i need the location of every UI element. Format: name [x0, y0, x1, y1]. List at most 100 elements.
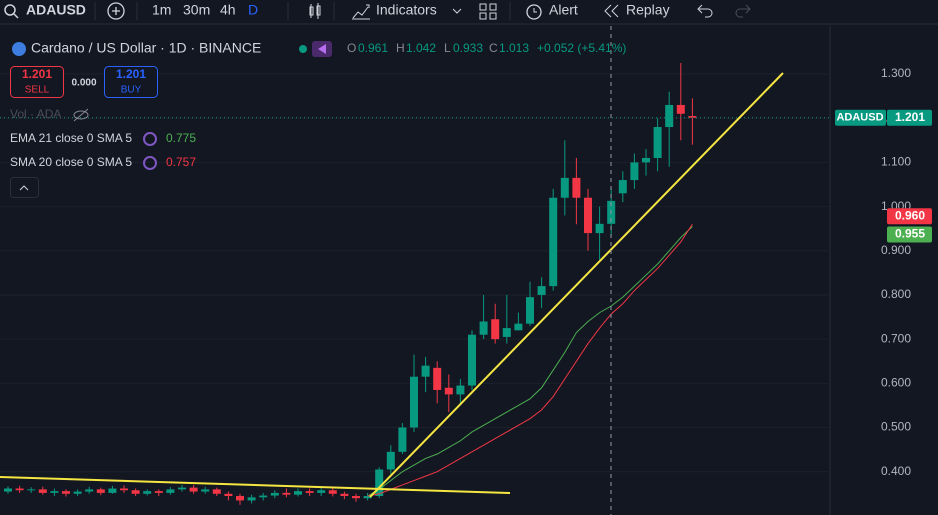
candle-body [166, 489, 175, 493]
buy-label: BUY [121, 85, 142, 96]
y-tick-label: 0.800 [881, 287, 911, 301]
y-tick-label: 0.500 [881, 420, 911, 434]
search-icon[interactable] [4, 4, 16, 16]
sell-button[interactable] [10, 66, 64, 98]
moving-average-line [367, 223, 693, 497]
chart-area: 0.4000.5000.6000.7000.8000.9001.0001.100… [0, 26, 911, 515]
indicator-label[interactable]: EMA 21 close 0 SMA 5 [10, 131, 132, 145]
redo-button[interactable] [735, 4, 751, 18]
candle-body [502, 328, 511, 337]
candle-body [630, 162, 639, 181]
chart-title: Cardano / US Dollar · 1D · BINANCE [31, 40, 261, 56]
candle-body [73, 491, 82, 494]
interval[interactable]: 1m [152, 2, 171, 18]
last-price-label: 1.201 [895, 110, 925, 124]
candle-body [270, 492, 279, 496]
undo-button[interactable] [697, 4, 713, 18]
layout-button[interactable] [479, 3, 497, 20]
indicators-button[interactable]: Indicators [376, 2, 437, 18]
data-source-icon [318, 44, 326, 54]
candle-body [514, 323, 523, 331]
alert-icon [526, 4, 542, 20]
buy-button[interactable] [104, 66, 158, 98]
spread: 0.000 [71, 78, 96, 89]
candle-body [38, 489, 47, 493]
candle-body [259, 495, 268, 498]
last-price-tag [887, 109, 932, 126]
indicator-icon[interactable] [143, 132, 157, 146]
interval[interactable]: 4h [220, 2, 236, 18]
trend-line[interactable] [0, 476, 511, 494]
candle-body [688, 116, 697, 118]
volume-label: Vol · ADA [10, 107, 61, 121]
interval-active[interactable]: D [248, 2, 258, 18]
candle-body [4, 488, 12, 492]
candle-body [247, 497, 256, 501]
symbol-tag [835, 109, 886, 126]
ma-price-tag [887, 226, 932, 243]
buy-price: 1.201 [116, 67, 146, 81]
trend-line[interactable] [369, 72, 784, 498]
ohlc-close: 1.013 [499, 41, 529, 55]
candle-body [398, 427, 407, 452]
moving-average-line [367, 226, 693, 497]
compare-button[interactable] [107, 2, 125, 20]
replay-icon [604, 4, 619, 18]
candle-body [96, 489, 105, 493]
templates-dropdown[interactable] [452, 8, 462, 14]
indicators-icon [352, 4, 370, 20]
candle-body [584, 197, 592, 234]
candle-body [178, 487, 186, 490]
collapse-icon [19, 185, 29, 191]
compare-icon [112, 7, 120, 15]
candle-body [154, 491, 163, 493]
indicator-value: 0.775 [166, 131, 196, 145]
candle-body [375, 469, 384, 496]
indicator-icon[interactable] [143, 156, 157, 170]
visibility-toggle[interactable] [73, 110, 89, 120]
symbol-tag-label: ADAUSD [836, 112, 883, 124]
interval[interactable]: 30m [183, 2, 210, 18]
candle-body [468, 334, 476, 386]
candle-body [595, 223, 604, 234]
candle-body [189, 487, 198, 492]
candle-body [294, 491, 302, 495]
alert-icon [533, 8, 537, 13]
candle-body [212, 489, 221, 494]
candle-body [50, 491, 59, 493]
chart-type-button[interactable] [309, 3, 321, 19]
candle-body [317, 490, 326, 493]
ma-price-tag-label: 0.955 [895, 227, 925, 241]
candle-body [352, 496, 360, 499]
ohlc-label: O [347, 41, 356, 55]
candle-body [143, 491, 152, 494]
candle-body [27, 489, 36, 491]
candle-body [340, 493, 349, 496]
candle-body [421, 365, 430, 377]
candle-body [653, 127, 662, 158]
candle-body [15, 488, 24, 491]
candle-body [108, 488, 117, 493]
ohlc-label: L [444, 41, 451, 55]
candle-body [282, 492, 291, 495]
symbol[interactable]: ADAUSD [26, 2, 86, 18]
ma-price-tag-label: 0.960 [895, 208, 925, 222]
search-icon [13, 13, 19, 19]
price-tags: 0.955 0.960 ADAUSD 1.201 [835, 109, 932, 243]
alert-button[interactable]: Alert [549, 2, 578, 18]
candle-body [665, 104, 674, 128]
market-status[interactable] [299, 45, 307, 53]
y-tick-label: 1.300 [881, 66, 911, 80]
candle-body [642, 157, 650, 163]
ohlc-label: H [396, 41, 405, 55]
y-tick-label: 0.900 [881, 243, 911, 257]
indicator-label[interactable]: SMA 20 close 0 SMA 5 [10, 155, 132, 169]
replay-button[interactable]: Replay [626, 2, 670, 18]
candle-body [224, 493, 233, 496]
y-tick-label: 1.100 [881, 155, 911, 169]
candle-body [549, 197, 558, 287]
collapse-button[interactable] [10, 177, 39, 198]
candle-body [618, 180, 627, 194]
candle-body [572, 177, 581, 198]
